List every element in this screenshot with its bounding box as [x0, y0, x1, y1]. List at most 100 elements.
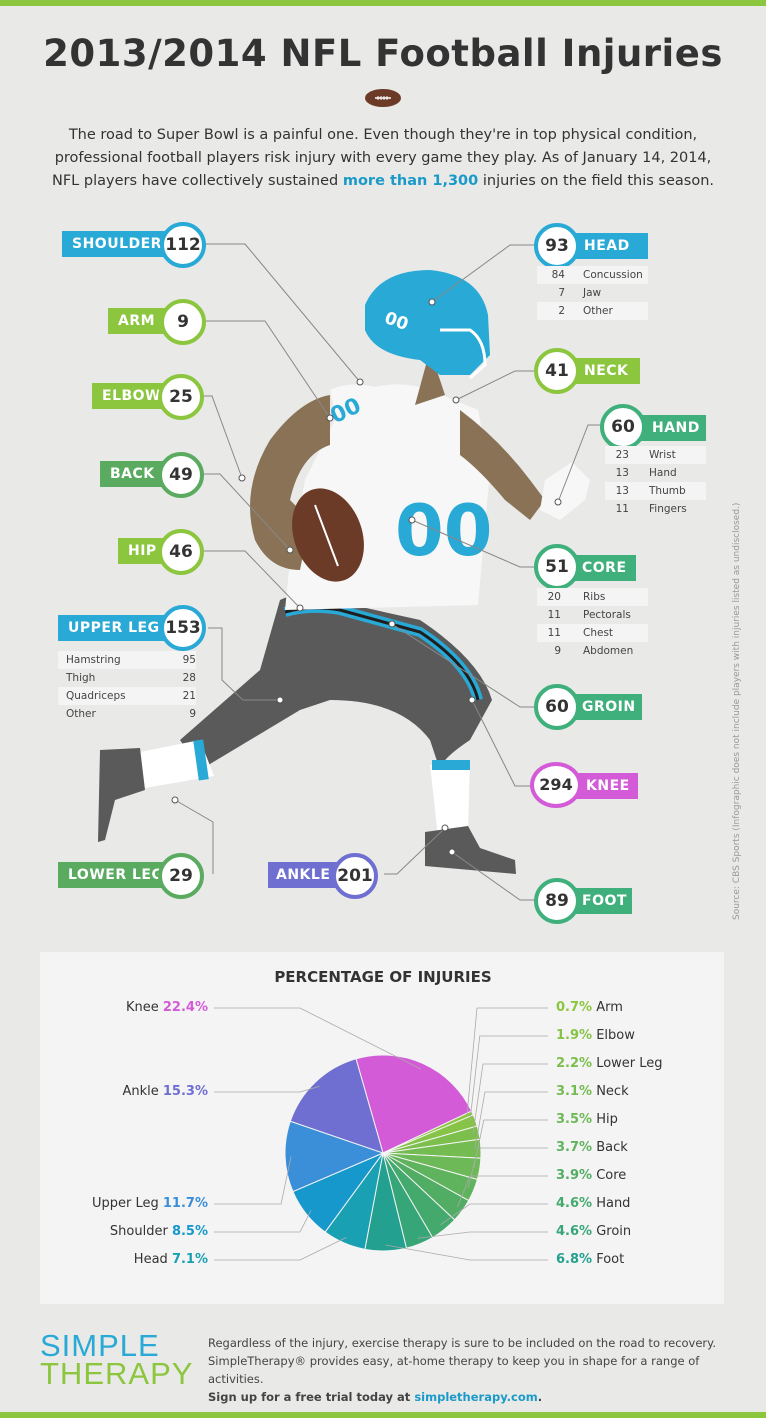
connector-lines — [171, 243, 603, 901]
pie-label-name: Ankle — [122, 1084, 159, 1099]
pie-label-hand: 4.6% Hand — [556, 1195, 630, 1213]
pie-leader-line — [385, 1244, 548, 1261]
breakdown-row: 13 Hand — [605, 464, 706, 482]
pie-label-name: Knee — [125, 1000, 159, 1015]
pie-leader-line — [214, 1210, 312, 1233]
pie-label-neck: 3.1% Neck — [556, 1083, 629, 1101]
breakdown-row: 7 Jaw — [537, 284, 648, 302]
intro-text-main: The road to Super Bowl is a painful one.… — [52, 127, 712, 189]
lower-leg-count: 29 — [158, 853, 204, 899]
pie-label-value: 6.8% — [556, 1252, 593, 1267]
logo-line-1: SIMPLE — [40, 1328, 160, 1363]
hand-count: 60 — [600, 404, 646, 450]
breakdown-row: 11 Pectorals — [537, 606, 648, 624]
pie-chart-title: PERCENTAGE OF INJURIES — [274, 968, 492, 986]
pie-label-name: Upper Leg — [91, 1196, 159, 1211]
breakdown-row: Hamstring 95 — [58, 651, 196, 669]
breakdown-row: 84 Concussion — [537, 266, 648, 284]
breakdown-row: 11 Fingers — [605, 500, 706, 518]
upper-leg-label: UPPER LEG — [58, 615, 178, 641]
page-title: 2013/2014 NFL Football Injuries — [43, 32, 723, 75]
pie-label-name: Foot — [596, 1252, 625, 1267]
pie-label-value: 3.1% — [556, 1084, 593, 1099]
pie-label-name: Shoulder — [109, 1224, 168, 1239]
breakdown-row: Thigh 28 — [58, 669, 196, 687]
groin-count: 60 — [534, 684, 580, 730]
pie-label-name: Arm — [596, 1000, 623, 1015]
top-bar — [0, 0, 766, 6]
pie-label-groin: 4.6% Groin — [556, 1223, 631, 1241]
pie-label-value: 4.6% — [556, 1224, 593, 1239]
pie-label-value: 15.3% — [162, 1084, 208, 1099]
pie-label-upper-leg: Upper Leg 11.7% — [92, 1195, 208, 1213]
pie-label-value: 2.2% — [556, 1056, 593, 1071]
pie-leader-line — [469, 1035, 548, 1123]
pie-leader-line — [440, 1203, 548, 1226]
pie-label-value: 11.7% — [162, 1196, 208, 1211]
pie-label-ankle: Ankle 15.3% — [122, 1083, 208, 1101]
breakdown-row: Quadriceps 21 — [58, 687, 196, 705]
pie-label-arm: 0.7% Arm — [556, 999, 623, 1017]
pie-label-hip: 3.5% Hip — [556, 1111, 618, 1129]
breakdown-row: 13 Thumb — [605, 482, 706, 500]
footer-line-1: Regardless of the injury, exercise thera… — [208, 1336, 716, 1350]
pie-leader-line — [417, 1231, 548, 1239]
pie-label-value: 3.9% — [556, 1168, 593, 1183]
pie-leader-line — [467, 1147, 548, 1189]
core-count: 51 — [534, 544, 580, 590]
head-count: 93 — [534, 223, 580, 269]
pie-label-value: 3.5% — [556, 1112, 593, 1127]
pie-label-name: Core — [596, 1168, 627, 1183]
pie-leader-line — [472, 1063, 548, 1134]
pie-leader-line — [214, 1237, 347, 1261]
back-count: 49 — [158, 452, 204, 498]
breakdown-row: 2 Other — [537, 302, 648, 320]
pie-label-value: 7.1% — [171, 1252, 208, 1267]
arm-count: 9 — [160, 299, 206, 345]
pie-slice-upper-leg — [284, 1120, 385, 1193]
pie-label-knee: Knee 22.4% — [126, 999, 208, 1017]
pie-leader-line — [214, 1007, 422, 1070]
breakdown-row: 11 Chest — [537, 624, 648, 642]
pie-label-foot: 6.8% Foot — [556, 1251, 624, 1269]
elbow-count: 25 — [158, 374, 204, 420]
breakdown-row: 23 Wrist — [605, 446, 706, 464]
footer-line-2: SimpleTherapy® provides easy, at-home th… — [208, 1354, 700, 1386]
pie-leader-line — [214, 1156, 292, 1205]
footer-text: Regardless of the injury, exercise thera… — [208, 1334, 728, 1406]
foot-count: 89 — [534, 878, 580, 924]
footer-line-3: Sign up for a free trial today at simple… — [208, 1390, 543, 1404]
pie-label-elbow: 1.9% Elbow — [556, 1027, 635, 1045]
pie-label-value: 0.7% — [556, 1000, 593, 1015]
breakdown-row: 9 Abdomen — [537, 642, 648, 660]
football-icon — [365, 89, 401, 107]
logo-line-2: THERAPY — [40, 1356, 194, 1391]
intro-text-end: injuries on the field this season. — [478, 173, 714, 189]
pie-leader-line — [214, 1085, 320, 1093]
pie-label-name: Neck — [596, 1084, 629, 1099]
pie-label-back: 3.7% Back — [556, 1139, 628, 1157]
breakdown-row: 20 Ribs — [537, 588, 648, 606]
pie-label-name: Hip — [596, 1112, 618, 1127]
pie-label-value: 8.5% — [171, 1224, 208, 1239]
pie-leader-line — [466, 1007, 548, 1116]
pie-label-name: Groin — [596, 1224, 632, 1239]
football-player-illustration: 00 00 00 — [98, 270, 590, 874]
pie-slice-ankle — [289, 1058, 384, 1154]
pie-label-name: Hand — [596, 1196, 631, 1211]
intro-text: The road to Super Bowl is a painful one.… — [40, 124, 726, 193]
pie-label-value: 3.7% — [556, 1140, 593, 1155]
pie-leader-line — [473, 1119, 548, 1169]
pie-label-lower-leg: 2.2% Lower Leg — [556, 1055, 663, 1073]
simpletherapy-link[interactable]: simpletherapy.com — [414, 1390, 538, 1404]
jersey-number: 00 — [395, 490, 492, 572]
pie-slice-knee — [355, 1054, 473, 1154]
upper-leg-breakdown: Hamstring 95 Thigh 28 Quadriceps 21 Other 9 — [58, 651, 196, 723]
neck-count: 41 — [534, 348, 580, 394]
pie-chart — [214, 1007, 548, 1261]
head-breakdown: 84 Concussion 7 Jaw 2 Other — [537, 266, 648, 320]
pie-label-shoulder: Shoulder 8.5% — [110, 1223, 208, 1241]
simpletherapy-logo: SIMPLE THERAPY — [40, 1328, 194, 1391]
pie-label-value: 4.6% — [556, 1196, 593, 1211]
hip-count: 46 — [158, 529, 204, 575]
